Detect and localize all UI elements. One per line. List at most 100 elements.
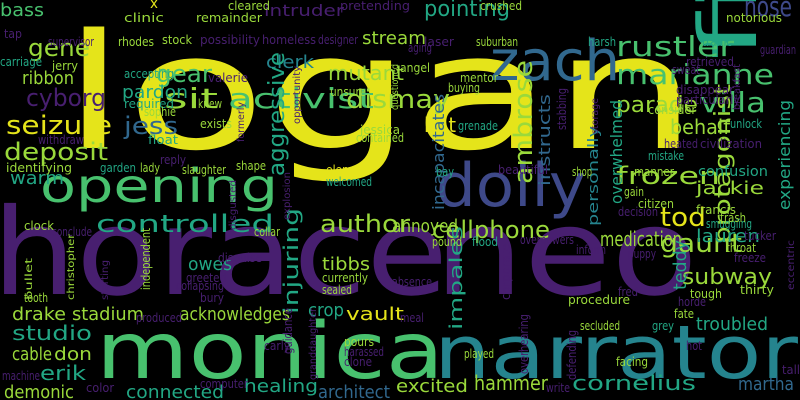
- word-troubled: troubled: [696, 314, 768, 335]
- word-rhodes: rhodes: [118, 35, 154, 49]
- word-studio: studio: [12, 321, 92, 345]
- word-guardian: guardian: [760, 43, 796, 57]
- word-francis: francis: [696, 203, 736, 217]
- word-clinic: clinic: [124, 11, 164, 25]
- word-eccentric: eccentric: [786, 240, 797, 290]
- word-hot: hot: [686, 339, 702, 353]
- word-horace: horace: [0, 184, 448, 323]
- word-warm: warm: [10, 168, 64, 189]
- word-civilization: civilization: [700, 137, 762, 151]
- word-sealed: sealed: [322, 283, 352, 297]
- word-martha: martha: [738, 374, 794, 395]
- word-harassed: harassed: [344, 345, 384, 359]
- word-produced: produced: [136, 311, 182, 325]
- word-nose: nose: [744, 0, 792, 23]
- word-hat: hat: [424, 113, 456, 137]
- word-confusion: confusion: [698, 164, 768, 180]
- word-medication: medication: [600, 227, 682, 251]
- word-element: element: [326, 163, 370, 177]
- word-laser: laser: [424, 35, 454, 49]
- word-withdraw: withdraw: [38, 133, 84, 147]
- word-suburban: suburban: [476, 35, 518, 49]
- word-tod: tod: [660, 203, 706, 233]
- word-controlled: controlled: [96, 210, 274, 238]
- word-tough: tough: [690, 287, 722, 301]
- word-overhearing: overhearing: [517, 314, 531, 374]
- word-tibbs: tibbs: [322, 254, 370, 275]
- word-freeze: freeze: [734, 251, 766, 265]
- word-defending: defending: [565, 330, 579, 380]
- word-write: write: [546, 381, 570, 395]
- word-granddaughter: granddaughter: [308, 307, 319, 380]
- word-erik: erik: [40, 361, 87, 385]
- word-aggressive: aggressive: [265, 52, 290, 176]
- word-mutant: mutant: [328, 61, 404, 85]
- word-dolly: dolly: [436, 151, 586, 221]
- word-supervisor: supervisor: [48, 35, 94, 49]
- word-subway: subway: [682, 265, 772, 290]
- word-jessica: jessica: [359, 123, 400, 137]
- word-connected: connected: [126, 382, 224, 400]
- word-bay: bay: [436, 165, 454, 179]
- word-dismay: dismay: [346, 85, 450, 115]
- word-currently: currently: [322, 271, 368, 285]
- word-storage: storage: [590, 98, 601, 134]
- word-thirty: thirty: [740, 283, 774, 297]
- word-beautiful: beautiful: [498, 163, 548, 177]
- word-lauren: lauren: [696, 226, 760, 247]
- word-crop: crop: [308, 300, 344, 321]
- word-owes: owes: [188, 254, 232, 275]
- word-don: don: [54, 344, 92, 365]
- word-hammer: hammer: [474, 371, 549, 395]
- word-procedure: procedure: [568, 293, 630, 307]
- word-exists: exists: [200, 117, 232, 131]
- word-acknowledges: acknowledges: [180, 304, 290, 325]
- word-reply: reply: [160, 153, 186, 167]
- word-villa: villa: [700, 86, 766, 119]
- word-disappear: disappear: [676, 83, 734, 97]
- word-injuring: injuring: [279, 208, 303, 314]
- word-deposit: deposit: [4, 138, 108, 166]
- word-retrieved: retrieved: [686, 55, 734, 69]
- word-float: float: [148, 133, 178, 147]
- word-independent: independent: [139, 228, 153, 290]
- word-opening: opening: [40, 159, 278, 213]
- word-tall: tall: [782, 363, 800, 377]
- word-absence: absence: [392, 275, 432, 289]
- word-manner: manner: [634, 165, 674, 179]
- word-questioned: questioned: [390, 64, 401, 110]
- word-explosion: explosion: [282, 172, 293, 220]
- word-pound: pound: [432, 235, 462, 249]
- word-shop: shop: [572, 165, 592, 179]
- word-demonic: demonic: [4, 382, 74, 400]
- word-guidance: guidance: [281, 308, 295, 354]
- word-clerk: clerk: [266, 52, 315, 73]
- word-collapsing: collapsing: [176, 279, 224, 293]
- word-formerly: formerly: [236, 102, 247, 142]
- word-accepting: accepting: [124, 67, 174, 81]
- word-remainder: remainder: [196, 11, 262, 25]
- word-jerry: jerry: [51, 59, 78, 73]
- word-inform: inform: [576, 243, 606, 257]
- word-heated: heated: [664, 137, 698, 151]
- word-cornelius: cornelius: [572, 371, 696, 395]
- word-zach: zach: [490, 29, 620, 94]
- word-angel: angel: [400, 61, 430, 75]
- word-christopher: christopher: [66, 233, 77, 300]
- word-excited: excited: [396, 376, 468, 397]
- word-film: film: [682, 0, 775, 60]
- word-author: author: [320, 210, 410, 238]
- word-carriage: carriage: [0, 55, 42, 69]
- word-machine: machine: [2, 369, 40, 383]
- word-disgusted: disgusted: [228, 180, 239, 230]
- word-disguise: disguise: [218, 251, 262, 265]
- word-cleared: cleared: [228, 0, 270, 13]
- word-consider: consider: [648, 103, 696, 117]
- word-activist: activist: [228, 82, 374, 115]
- word-valerie: valerie: [208, 71, 248, 85]
- word-protagonist: protagonist: [711, 84, 736, 244]
- word-jackie: jackie: [695, 178, 764, 199]
- word-unsure: unsure: [330, 85, 366, 99]
- word-welcomed: welcomed: [326, 175, 372, 189]
- word-computer: computer: [200, 377, 248, 391]
